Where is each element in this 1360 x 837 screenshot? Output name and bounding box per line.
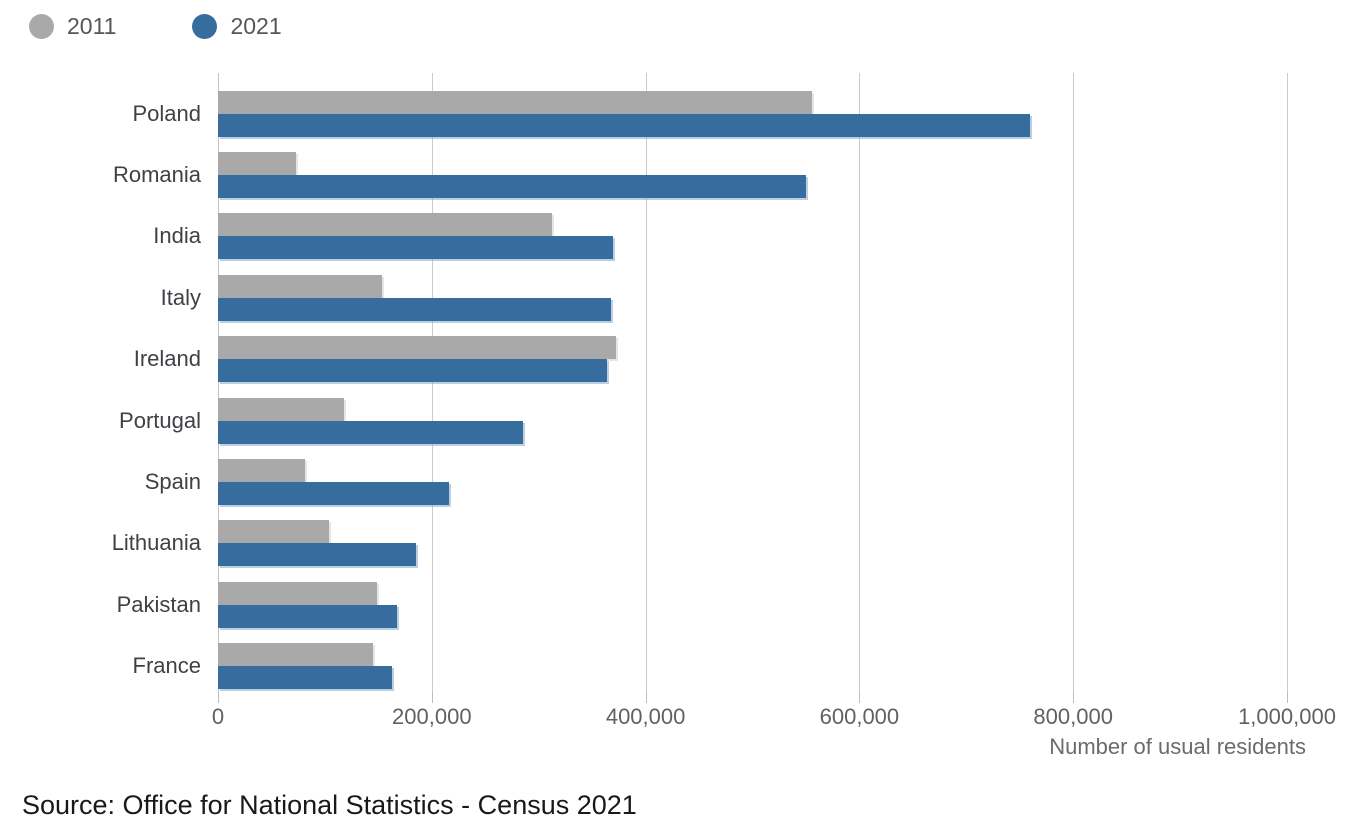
category-label: Italy (160, 284, 201, 310)
source-note: Source: Office for National Statistics -… (22, 790, 637, 820)
bar-group (218, 329, 1290, 390)
bar-2011-france[interactable] (218, 643, 373, 667)
bar-2021-pakistan[interactable] (218, 604, 397, 628)
category-label: Lithuania (111, 530, 201, 556)
bar-row: France (0, 636, 1290, 697)
x-tick-mark (859, 692, 861, 703)
category-label: Poland (132, 100, 201, 126)
bar-2021-spain[interactable] (218, 482, 449, 506)
bar-group (218, 574, 1290, 635)
bar-2021-italy[interactable] (218, 297, 612, 321)
gridline (1073, 73, 1075, 697)
bar-group (218, 206, 1290, 267)
bar-row: Spain (0, 451, 1290, 512)
bar-2021-portugal[interactable] (218, 420, 523, 444)
legend-item-label: 2021 (230, 13, 282, 39)
bar-group (218, 636, 1290, 697)
bar-group (218, 513, 1290, 574)
x-axis-title: Number of usual residents (1049, 734, 1306, 759)
bar-2021-india[interactable] (218, 236, 613, 260)
category-label: Pakistan (116, 591, 201, 617)
bar-2011-italy[interactable] (218, 274, 382, 298)
bar-2021-poland[interactable] (218, 113, 1031, 137)
category-label: Portugal (119, 407, 201, 433)
bar-2011-pakistan[interactable] (218, 581, 378, 605)
bar-2011-spain[interactable] (218, 459, 305, 483)
legend-dot-icon (192, 14, 218, 39)
bar-row: Lithuania (0, 513, 1290, 574)
bar-row: Pakistan (0, 574, 1290, 635)
x-tick-label: 0 (211, 704, 225, 729)
category-label: Ireland (133, 346, 201, 372)
bar-row: Poland (0, 83, 1290, 144)
legend-item-label: 2011 (67, 13, 117, 39)
x-tick-label: 1,000,000 (1238, 704, 1336, 729)
bar-2011-romania[interactable] (218, 152, 296, 176)
legend-dot-icon (29, 14, 54, 39)
x-axis: 0 200,000 400,000 600,000 800,000 1,000,000 (212, 692, 1360, 757)
category-label: Romania (112, 162, 201, 188)
x-tick-mark (431, 692, 433, 703)
bar-group (218, 390, 1290, 451)
x-tick-label: 600,000 (819, 704, 900, 729)
category-label: France (132, 653, 201, 679)
x-tick-label: 200,000 (392, 704, 472, 729)
bar-2021-romania[interactable] (218, 175, 806, 199)
x-tick-mark (218, 692, 219, 703)
gridline (859, 73, 861, 697)
gridline (645, 73, 647, 697)
bar-2011-lithuania[interactable] (218, 520, 330, 544)
bar-group (218, 267, 1290, 328)
legend-item-2021[interactable]: 2021 (192, 13, 282, 40)
chart-legend: 2011 2021 (29, 13, 282, 40)
x-tick-mark (645, 692, 647, 703)
x-tick-label: 400,000 (605, 704, 686, 729)
bar-row: Romania (0, 144, 1290, 205)
bar-row: Italy (0, 267, 1290, 328)
bar-group (218, 144, 1290, 205)
bar-group (218, 83, 1290, 144)
category-label: India (153, 223, 201, 249)
bar-rows: Poland Romania India Italy Ireland Portugal Sp… (0, 73, 1290, 697)
legend-item-2011[interactable]: 2011 (29, 13, 116, 40)
x-tick-mark (1287, 692, 1288, 703)
bar-2011-ireland[interactable] (218, 336, 616, 360)
bar-row: Ireland (0, 329, 1290, 390)
bar-group (218, 451, 1290, 512)
gridline (431, 73, 433, 697)
bar-2021-france[interactable] (218, 666, 393, 690)
bar-2021-ireland[interactable] (218, 359, 608, 383)
category-label: Spain (144, 469, 201, 495)
bar-2011-poland[interactable] (218, 90, 813, 114)
bar-row: India (0, 206, 1290, 267)
bar-2021-lithuania[interactable] (218, 543, 416, 567)
x-tick-label: 800,000 (1033, 704, 1113, 729)
y-axis-line (218, 73, 219, 697)
bar-row: Portugal (0, 390, 1290, 451)
plot-area (218, 73, 1288, 697)
bar-2011-portugal[interactable] (218, 397, 345, 421)
bar-2011-india[interactable] (218, 213, 552, 237)
x-tick-mark (1073, 692, 1075, 703)
gridline (1287, 73, 1288, 697)
